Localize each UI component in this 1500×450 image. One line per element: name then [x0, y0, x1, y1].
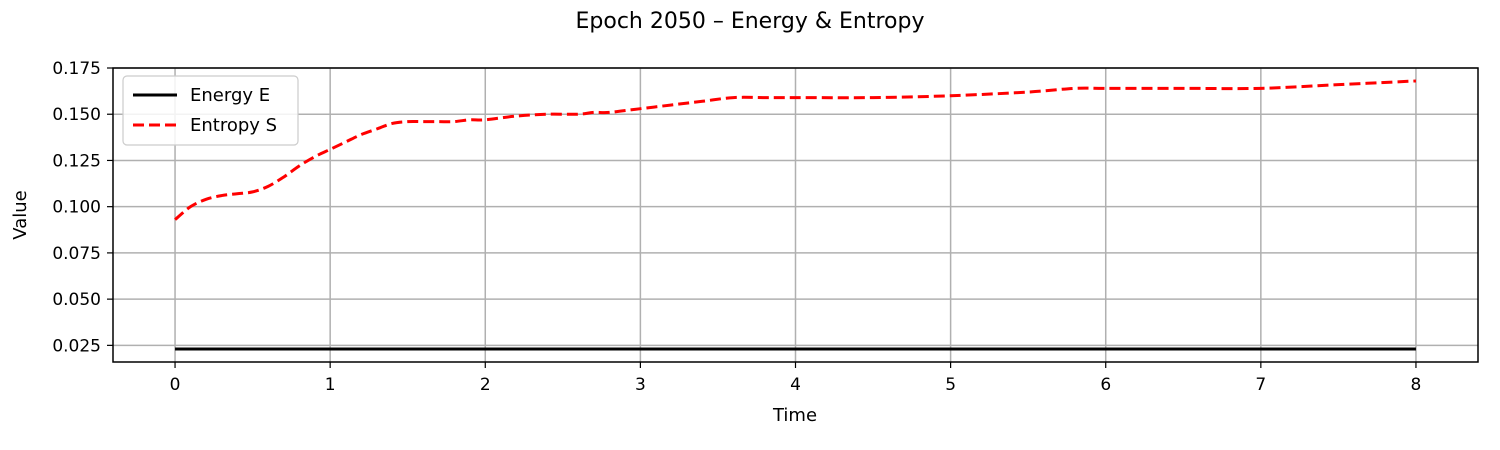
x-tick-label: 3	[635, 375, 646, 395]
y-tick-label: 0.150	[52, 105, 101, 125]
legend-label-0: Energy E	[190, 85, 270, 106]
plot-series	[174, 79, 1417, 351]
y-tick-label: 0.100	[52, 198, 101, 218]
y-tick-label: 0.025	[52, 336, 101, 356]
y-axis-title: Value	[10, 190, 31, 239]
x-tick-label: 8	[1411, 375, 1422, 395]
y-axis-ticks: 0.025 0.050 0.075 0.100 0.125 0.150 0.175	[52, 59, 113, 356]
x-tick-label: 4	[790, 375, 801, 395]
x-axis-title: Time	[772, 405, 817, 426]
legend-label-1: Entropy S	[190, 115, 277, 136]
x-tick-label: 5	[945, 375, 956, 395]
y-tick-label: 0.125	[52, 151, 101, 171]
x-tick-label: 1	[325, 375, 336, 395]
x-tick-label: 7	[1255, 375, 1266, 395]
x-tick-label: 0	[170, 375, 181, 395]
x-tick-label: 6	[1100, 375, 1111, 395]
legend-box	[122, 75, 299, 146]
x-tick-label: 2	[480, 375, 491, 395]
chart-title: Epoch 2050 – Energy & Entropy	[576, 9, 925, 34]
y-tick-label: 0.050	[52, 290, 101, 310]
x-axis-ticks: 0 1 2 3 4 5 6 7 8	[170, 362, 1422, 395]
legend: Energy E Entropy S	[122, 75, 299, 146]
series-line-1	[174, 79, 1417, 221]
y-tick-label: 0.075	[52, 244, 101, 264]
y-tick-label: 0.175	[52, 59, 101, 79]
